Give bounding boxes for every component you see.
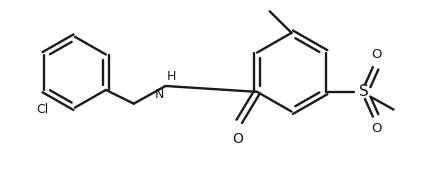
Text: Cl: Cl xyxy=(36,103,48,116)
Text: O: O xyxy=(232,132,243,146)
Text: H: H xyxy=(166,70,176,83)
Text: O: O xyxy=(371,48,382,61)
Text: O: O xyxy=(371,122,382,135)
Text: S: S xyxy=(359,84,368,99)
Text: N: N xyxy=(155,88,164,101)
